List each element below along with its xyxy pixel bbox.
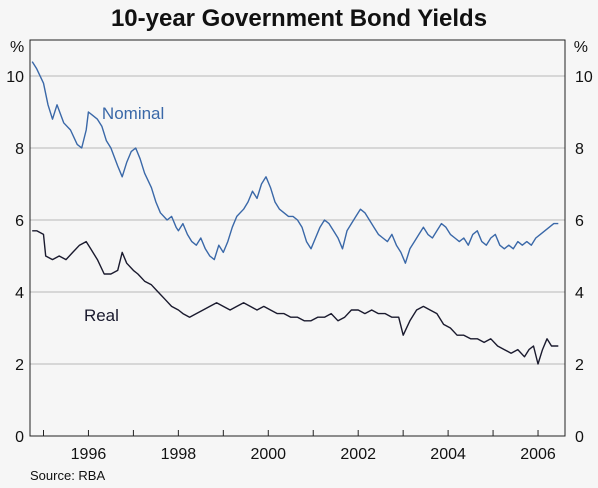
plot-frame xyxy=(29,39,566,437)
y-tick-label-right: 2 xyxy=(575,357,584,374)
y-unit-left: % xyxy=(10,39,24,56)
y-tick-label-left: 8 xyxy=(15,141,24,158)
y-tick-label-left: 10 xyxy=(6,69,24,86)
axis-ticks: 0 0 2 2 4 4 6 6 8 8 10 10 1996 1998 2000 2002 2004 2006 xyxy=(6,69,593,463)
y-tick-label-left: 0 xyxy=(15,429,24,446)
series-label-nominal: Nominal xyxy=(102,104,164,123)
y-tick-label-right: 0 xyxy=(575,429,584,446)
x-tick-label: 2004 xyxy=(430,446,466,463)
y-tick-label-left: 2 xyxy=(15,357,24,374)
y-unit-right: % xyxy=(574,39,588,56)
x-tick-label: 1998 xyxy=(161,446,197,463)
y-tick-label-left: 6 xyxy=(15,213,24,230)
y-tick-label-right: 4 xyxy=(575,285,584,302)
y-tick-label-right: 8 xyxy=(575,141,584,158)
y-tick-label-right: 6 xyxy=(575,213,584,230)
series-label-real: Real xyxy=(84,306,119,325)
source-note: Source: RBA xyxy=(30,468,105,483)
series-lines xyxy=(31,61,559,365)
x-tick-label: 2006 xyxy=(520,446,556,463)
x-tick-label: 2002 xyxy=(340,446,376,463)
x-tick-label: 2000 xyxy=(250,446,286,463)
y-tick-label-right: 10 xyxy=(575,69,593,86)
chart-title: 10-year Government Bond Yields xyxy=(111,5,487,32)
x-tick-label: 1996 xyxy=(71,446,107,463)
series-labels: Nominal Real xyxy=(84,104,164,325)
series-line-nominal xyxy=(31,61,559,264)
y-tick-label-left: 4 xyxy=(15,285,24,302)
series-line-real xyxy=(32,230,559,365)
